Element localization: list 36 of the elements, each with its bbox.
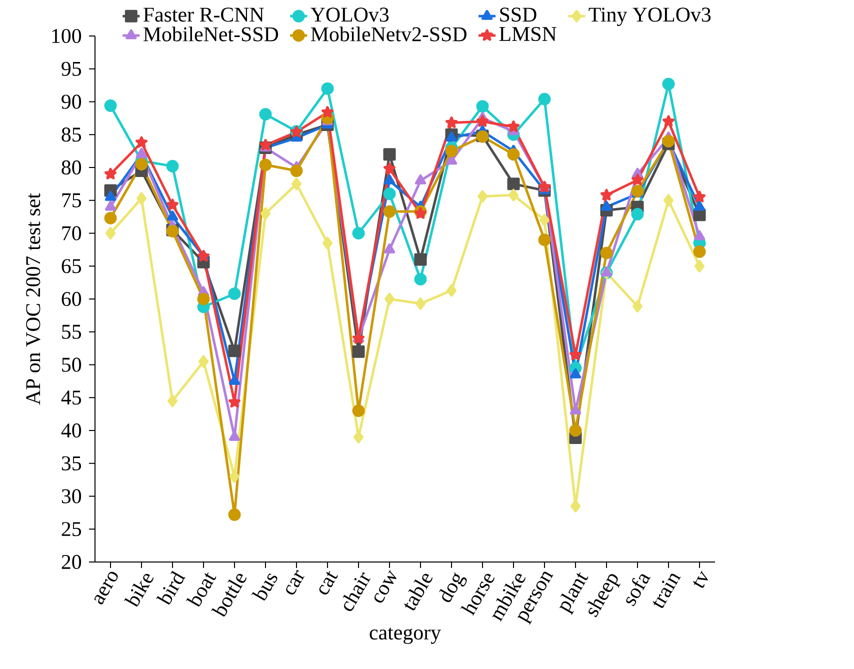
- legend-label: MobileNet-SSD: [144, 26, 278, 42]
- y-tick-label: 40: [61, 423, 82, 438]
- y-tick-label: 30: [62, 489, 82, 504]
- x-axis-title: category: [370, 628, 441, 644]
- y-tick-label: 60: [62, 292, 82, 306]
- y-tick-label: 70: [62, 226, 82, 240]
- y-tick-label: 20: [62, 554, 82, 570]
- y-tick-label: 80: [62, 160, 82, 175]
- y-tick-label: 65: [62, 259, 82, 274]
- x-tick-label: train: [652, 574, 681, 608]
- legend-label: Tiny YOLOv3: [588, 8, 711, 26]
- x-tick-label: car: [286, 570, 304, 595]
- y-tick-label: 75: [62, 193, 82, 208]
- x-tick-label: bus: [251, 573, 278, 601]
- legend-label: MobileNetv2-SSD: [310, 26, 466, 42]
- x-tick-label: cat: [319, 571, 338, 594]
- legend-label: Faster R-CNN: [144, 8, 264, 22]
- x-tick-label: cow: [374, 570, 396, 603]
- legend-label: YOLOv3: [310, 8, 389, 22]
- legend-label: SSD: [500, 8, 536, 22]
- x-tick-label: tv: [693, 570, 708, 588]
- x-tick-label: bird: [156, 570, 186, 605]
- x-tick-label: bike: [124, 574, 154, 607]
- y-tick-label: 90: [62, 94, 82, 109]
- legend-label: LMSN: [499, 26, 556, 42]
- y-tick-label: 85: [62, 128, 82, 142]
- y-tick-label: 100: [52, 28, 82, 44]
- y-tick-label: 95: [62, 62, 82, 76]
- y-tick-label: 50: [62, 358, 82, 372]
- y-tick-label: 55: [62, 324, 82, 339]
- y-axis-title: AP on VOC 2007 test set: [26, 193, 40, 405]
- y-tick-label: 35: [62, 456, 82, 470]
- x-tick-label: aero: [94, 572, 118, 604]
- y-tick-label: 25: [62, 522, 82, 536]
- x-tick-label: sofa: [626, 574, 651, 606]
- y-tick-label: 45: [61, 390, 82, 405]
